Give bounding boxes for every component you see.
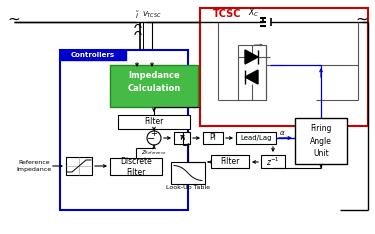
Text: Filter: Filter [220,157,240,167]
Bar [203,132,223,144]
Text: +: + [150,128,158,138]
Text: Discrete
Filter: Discrete Filter [120,157,152,177]
Bar [118,115,190,129]
Text: ~: ~ [8,11,20,26]
Text: −: − [147,134,155,144]
Text: Reference
Impedance: Reference Impedance [16,160,51,172]
Bar [200,8,368,126]
Text: Lead/Lag: Lead/Lag [240,135,272,141]
Text: Firing
Angle
Unit: Firing Angle Unit [310,124,332,158]
Text: Controllers: Controllers [71,52,115,58]
Bar [171,162,205,184]
Text: ~: ~ [356,11,368,26]
Bar [295,118,347,164]
Text: PI: PI [210,134,216,143]
Bar [66,157,92,175]
Text: $Z_{Reference}$: $Z_{Reference}$ [141,149,167,157]
Polygon shape [245,70,258,84]
Text: $\tilde{i}$: $\tilde{i}$ [135,9,140,21]
Bar [60,50,188,210]
Bar [261,155,285,168]
Bar [174,132,190,144]
Bar [60,50,126,60]
Text: $z^{-1}$: $z^{-1}$ [266,156,280,168]
Text: $X_C$: $X_C$ [248,7,259,19]
Bar [211,155,249,168]
Text: α: α [280,130,285,136]
Bar [238,45,266,100]
Text: $V_{TCSC}$: $V_{TCSC}$ [142,10,162,20]
Text: TCSC: TCSC [213,9,242,19]
Bar [110,158,162,175]
Text: Filter: Filter [144,117,164,127]
Bar [110,65,198,107]
Text: Impedance
Calculation: Impedance Calculation [128,71,181,93]
Polygon shape [245,50,258,64]
Circle shape [147,131,161,145]
Text: π: π [180,134,184,143]
Text: Look-Up Table: Look-Up Table [166,186,210,190]
Bar [236,132,276,144]
